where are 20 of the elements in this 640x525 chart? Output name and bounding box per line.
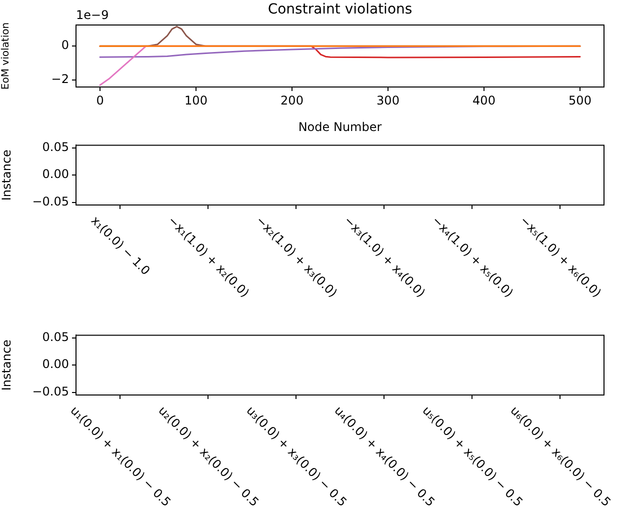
- x-tick-label: 0: [96, 93, 104, 108]
- y-tick-label: 0.00: [42, 357, 69, 372]
- x-tick-label: 500: [568, 93, 592, 108]
- y-axis-title: Instance: [0, 150, 14, 201]
- y-tick-label: 0.05: [42, 140, 69, 154]
- y-tick-label: 0.05: [42, 330, 69, 344]
- y-axis-title: Instance: [0, 340, 14, 391]
- x-tick-label: 400: [472, 93, 496, 108]
- y-tick-label: −2: [51, 72, 69, 86]
- x-tick-label: 300: [376, 93, 400, 108]
- y-tick-label: −0.05: [32, 384, 69, 398]
- y-axis-title: EoM violation: [0, 22, 12, 90]
- chart-title: Constraint violations: [268, 2, 412, 18]
- x-tick-label: 200: [280, 93, 304, 108]
- y-tick-label: 0: [61, 38, 69, 52]
- x-tick-label: 100: [184, 93, 208, 108]
- y-tick-label: −0.05: [32, 194, 69, 208]
- text: 1e−9: [76, 8, 109, 22]
- x-axis-title: Node Number: [298, 120, 382, 134]
- y-tick-label: 0.00: [42, 167, 69, 182]
